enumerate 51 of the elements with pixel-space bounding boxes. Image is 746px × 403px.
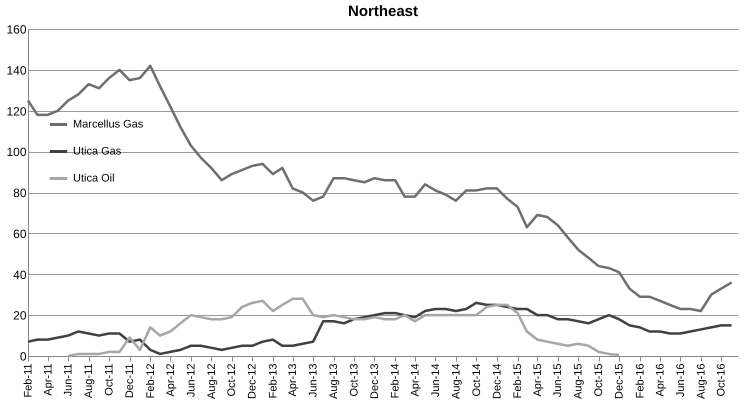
legend-label: Marcellus Gas (73, 118, 144, 130)
legend-label: Utica Oil (73, 172, 115, 184)
x-tick-label: Aug-11 (83, 364, 96, 398)
x-tick-label: Aug-15 (572, 364, 585, 399)
y-tick-label: 60 (13, 226, 27, 241)
x-tick-label: Aug-16 (695, 364, 708, 399)
x-tick-label: Oct-13 (348, 364, 361, 397)
x-tick-label: Dec-12 (246, 364, 259, 399)
y-tick-label: 40 (13, 268, 27, 282)
x-tick-label: Jun-14 (430, 364, 442, 398)
x-tick-label: Aug-13 (328, 364, 340, 399)
x-tick-label: Oct-15 (593, 364, 606, 397)
line-series (26, 302, 733, 356)
y-tick-label: 100 (6, 145, 27, 160)
x-tick-label: Oct-12 (226, 364, 238, 397)
x-tick-label: Dec-11 (124, 364, 136, 398)
legend-label: Utica Gas (73, 146, 122, 158)
x-tick-label: Feb-11 (22, 364, 34, 398)
x-tick-label: Oct-16 (716, 364, 728, 397)
line-series (26, 64, 733, 312)
y-tick-label: 0 (20, 350, 27, 364)
x-tick-label: Apr-14 (410, 364, 422, 397)
y-tick-label: 20 (13, 308, 27, 323)
x-tick-label: Feb-16 (634, 364, 646, 398)
x-tick-label: Oct-14 (470, 364, 483, 397)
x-tick-label: Feb-15 (512, 364, 524, 398)
x-tick-label: Aug-14 (450, 364, 462, 399)
y-tick-label: 120 (6, 104, 27, 118)
y-tick-label: 140 (6, 63, 27, 78)
x-tick-label: Apr-16 (654, 364, 666, 397)
x-tick-label: Aug-12 (206, 364, 218, 399)
x-tick-label: Apr-11 (42, 364, 54, 396)
x-tick-label: Feb-14 (390, 364, 402, 398)
chart-title: Northeast (348, 3, 418, 20)
x-tick-label: Feb-12 (144, 364, 157, 398)
x-tick-label: Apr-13 (287, 364, 300, 397)
x-tick-label: Jun-12 (185, 364, 198, 398)
x-tick-label: Dec-13 (368, 364, 381, 399)
x-tick-label: Oct-11 (104, 364, 116, 396)
x-tick-label: Dec-15 (614, 364, 626, 399)
y-tick-label: 160 (6, 22, 27, 36)
x-tick-label: Feb-13 (267, 364, 280, 398)
x-tick-label: Jun-15 (552, 364, 564, 398)
y-tick-label: 80 (13, 186, 27, 200)
x-tick-label: Jun-16 (674, 364, 687, 398)
line-series (66, 298, 620, 358)
x-tick-label: Apr-15 (532, 364, 544, 397)
x-tick-label: Jun-13 (308, 364, 320, 398)
x-tick-label: Jun-11 (62, 364, 75, 396)
x-tick-label: Apr-12 (164, 364, 177, 397)
x-tick-label: Dec-14 (491, 364, 504, 399)
